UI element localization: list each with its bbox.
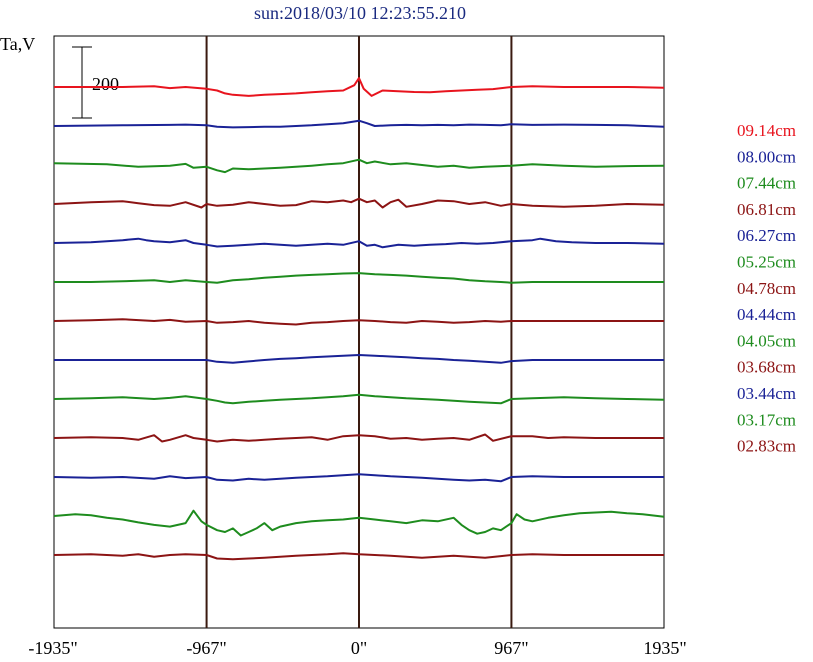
series-line-1 [53, 119, 665, 129]
chart-title: sun:2018/03/10 12:23:55.210 [254, 3, 466, 23]
series-line-12 [53, 552, 664, 561]
series-line-6 [53, 318, 664, 326]
legend-entry-5: 05.25cm [737, 253, 796, 272]
scale-bar: 200 [72, 46, 119, 119]
series-line-9 [53, 433, 664, 443]
legend-entry-6: 04.78cm [737, 279, 796, 298]
x-tick-label-3: 967" [494, 638, 528, 658]
x-tick-label-2: 0" [351, 638, 367, 658]
legend-entry-12: 02.83cm [737, 437, 796, 456]
series-line-7 [54, 354, 664, 364]
legend-entry-10: 03.44cm [737, 384, 796, 403]
series-lines [53, 77, 665, 561]
legend-entry-3: 06.81cm [737, 200, 796, 219]
series-line-5 [54, 272, 664, 284]
x-tick-label-4: 1935" [643, 638, 686, 658]
legend-entry-0: 09.14cm [737, 121, 796, 140]
legend-entry-8: 04.05cm [737, 331, 796, 350]
series-line-11 [53, 509, 665, 537]
y-axis-label: Ta,V [0, 34, 35, 54]
reference-lines [205, 36, 513, 628]
legend-entry-11: 03.17cm [737, 410, 796, 429]
legend-entry-1: 08.00cm [737, 147, 796, 166]
series-line-2 [53, 158, 665, 174]
scale-bar-label: 200 [92, 74, 119, 94]
legend: 09.14cm 08.00cm 07.44cm 06.81cm 06.27cm 05.25… [737, 121, 796, 456]
series-line-8 [53, 393, 665, 405]
x-tick-label-1: -967" [186, 638, 226, 658]
legend-entry-7: 04.44cm [737, 305, 796, 324]
series-line-10 [53, 473, 664, 483]
legend-entry-2: 07.44cm [737, 174, 796, 193]
x-tick-labels: -1935" -967" 0" 967" 1935" [28, 638, 686, 658]
x-tick-label-0: -1935" [28, 638, 77, 658]
legend-entry-4: 06.27cm [737, 226, 796, 245]
series-line-0 [54, 77, 665, 97]
series-line-4 [53, 237, 665, 249]
legend-entry-9: 03.68cm [737, 358, 796, 377]
series-line-3 [53, 197, 665, 209]
